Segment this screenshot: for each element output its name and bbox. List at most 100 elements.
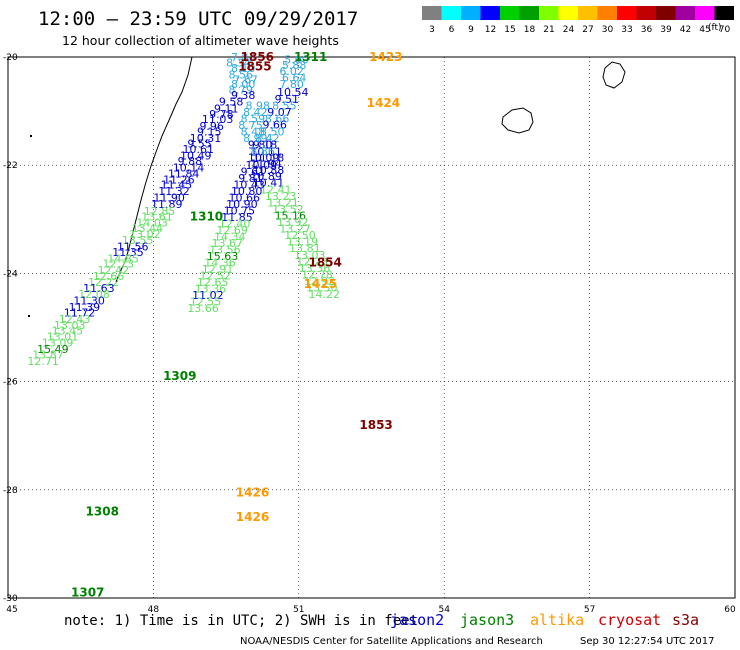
wave-height-label: 5.90 <box>284 54 309 67</box>
wave-height-label: 12.55 <box>190 296 222 309</box>
color-bin-label: 36 <box>641 25 653 35</box>
pass-time-label: 1425 <box>304 277 337 291</box>
wave-height-label: 12.52 <box>199 270 231 283</box>
wave-height-label: 9.61 <box>241 166 266 179</box>
color-bin-label: 6 <box>449 25 455 35</box>
wave-height-label: 7.83 <box>231 51 256 64</box>
color-bin-label: 27 <box>582 25 593 35</box>
wave-height-label: 8.59 <box>241 113 266 126</box>
wave-height-label: 11.26 <box>163 173 195 186</box>
lat-tick-label: -28 <box>3 486 18 496</box>
color-bin <box>617 6 637 20</box>
wave-height-label: 9.15 <box>197 126 222 139</box>
wave-height-label: 10.89 <box>250 170 281 183</box>
pass-time-label: 1310 <box>190 210 223 224</box>
color-bin-label: 39 <box>660 25 672 35</box>
color-bin <box>461 6 481 20</box>
wave-height-label: 10.09 <box>248 152 280 165</box>
wave-height-label: 10.61 <box>182 143 214 156</box>
color-bin <box>539 6 559 20</box>
wave-height-label: 13.56 <box>209 244 241 257</box>
wave-height-label: 13.66 <box>187 302 219 315</box>
wave-height-label: 8.79 <box>229 83 254 96</box>
satellite-legend-cryosat: cryosat <box>598 611 661 629</box>
lon-tick-label: 45 <box>6 605 17 615</box>
wave-height-label: 10.14 <box>173 161 205 174</box>
lon-tick-label: 54 <box>438 605 450 615</box>
wave-height-label: 11.32 <box>158 185 190 198</box>
wave-height-label: 13.61 <box>141 211 173 224</box>
wave-height-label: 14.03 <box>136 217 168 230</box>
wave-height-label: 10.11 <box>250 146 281 159</box>
color-bin <box>714 6 734 20</box>
lon-tick-label: 51 <box>293 605 304 615</box>
wave-height-label: 9.80 <box>248 139 273 152</box>
wave-height-label: 15.16 <box>275 210 307 223</box>
pass-time-label: 1423 <box>369 50 402 64</box>
wave-height-label: 12.22 <box>88 276 120 289</box>
color-bin-label: 30 <box>602 25 614 35</box>
wave-height-label: 9.51 <box>275 93 300 106</box>
wave-height-label: 12.43 <box>59 313 91 326</box>
wave-height-label: 8.66 <box>265 113 290 126</box>
wave-height-label: 14.34 <box>214 231 246 244</box>
wave-height-label: 12.66 <box>93 270 125 283</box>
wave-height-label: 13.19 <box>287 235 319 248</box>
wave-height-label: 13.50 <box>306 281 338 294</box>
wave-height-label: 5.88 <box>282 59 307 72</box>
wave-height-label: 8.00 <box>231 78 256 91</box>
wave-height-label: 12.41 <box>260 184 292 197</box>
pass-time-label: 1308 <box>86 504 119 518</box>
pass-time-label: 1856 <box>241 50 274 64</box>
wave-height-label: 9.11 <box>214 102 239 115</box>
pass-time-label: 1307 <box>71 586 104 600</box>
pass-time-label: 1424 <box>367 96 400 110</box>
wave-height-label: 12.91 <box>202 263 234 276</box>
wave-height-label: 11.35 <box>112 246 144 259</box>
wave-height-label: 9.38 <box>231 89 256 102</box>
wave-height-label: 13.21 <box>267 197 299 210</box>
wave-height-label: 10.54 <box>277 86 309 99</box>
wave-height-label: 12.85 <box>144 205 176 218</box>
wave-height-label: 8.34 <box>226 56 251 69</box>
lat-lon-grid: 45 48 51 54 57 60 -20 -22 -24 -26 -28 -30 <box>3 53 736 615</box>
wave-height-label: 7.80 <box>279 78 304 91</box>
page-title: 12:00 – 23:59 UTC 09/29/2017 <box>38 8 358 30</box>
wave-height-label: 13.03 <box>294 249 326 262</box>
wave-height-label: 13.09 <box>42 337 74 350</box>
wave-height-label: 12.71 <box>27 355 58 368</box>
lat-tick-label: -24 <box>3 269 18 279</box>
color-bin-label: 21 <box>543 25 554 35</box>
wave-height-label: 13.45 <box>52 325 83 338</box>
wave-height-label: 8.86 <box>250 145 274 158</box>
wave-height-label: 8.48 <box>241 126 266 139</box>
wave-height-label: 8.56 <box>229 68 254 81</box>
wave-height-label: 13.44 <box>132 222 164 235</box>
wave-height-label: 10.31 <box>190 132 222 145</box>
wave-height-label: 13.03 <box>54 319 86 332</box>
wave-height-label: 13.02 <box>129 228 161 241</box>
wave-height-label: 6.64 <box>282 72 307 85</box>
wave-height-label: 9.18 <box>253 139 277 152</box>
wave-height-label: 11.72 <box>64 306 95 319</box>
wave-height-label: 11.89 <box>151 198 183 211</box>
satellite-legend-jason3: jason3 <box>460 611 514 629</box>
wave-height-label: 10.09 <box>245 159 277 172</box>
color-bin-label: 12 <box>485 25 496 35</box>
color-bin <box>441 6 461 20</box>
pass-time-label: 1309 <box>163 369 196 383</box>
color-bin <box>422 6 442 20</box>
satellite-legend-jason2: jason2 <box>390 611 444 629</box>
pass-time-label: 1426 <box>236 510 269 524</box>
wave-height-label: 15.63 <box>207 250 239 263</box>
wave-height-label: 13.67 <box>212 237 244 250</box>
wave-height-label: 13.55 <box>122 234 154 247</box>
wave-height-label: 10.49 <box>180 149 212 162</box>
wave-height-label: 14.85 <box>107 252 138 265</box>
islet <box>28 315 30 317</box>
color-bin-label: 45 <box>699 25 710 35</box>
wave-height-label: 11.63 <box>83 282 115 295</box>
color-bin <box>597 6 617 20</box>
color-bin <box>695 6 715 20</box>
